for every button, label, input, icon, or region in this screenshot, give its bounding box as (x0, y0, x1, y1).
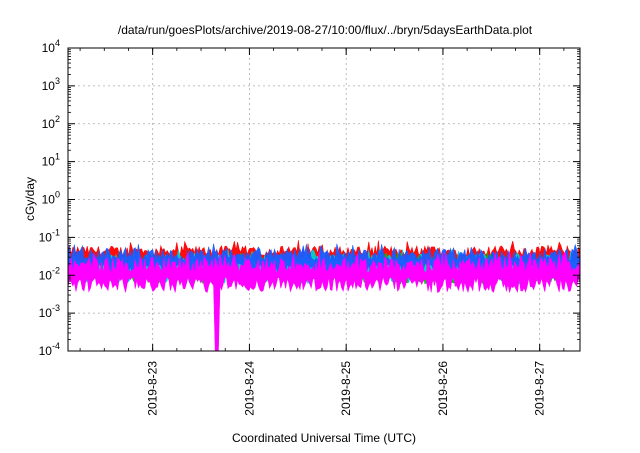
series-layer (67, 240, 581, 352)
y-tick-label: 103 (42, 76, 60, 93)
chart-title: /data/run/goesPlots/archive/2019-08-27/1… (118, 23, 533, 37)
grid (68, 48, 580, 351)
x-tick-label: 2019-8-25 (339, 361, 353, 416)
y-tick-label: 100 (42, 190, 60, 207)
y-tick-label: 10-2 (39, 265, 60, 282)
y-tick-label: 10-3 (39, 303, 60, 320)
x-tick-label: 2019-8-24 (242, 361, 256, 416)
x-axis-ticks: 2019-8-23 2019-8-24 2019-8-25 2019-8-26 2019… (79, 48, 565, 416)
x-axis-label: Coordinated Universal Time (UTC) (232, 431, 416, 445)
x-tick-label: 2019-8-23 (146, 361, 160, 416)
y-tick-label: 10-4 (39, 341, 60, 358)
y-axis-label: cGy/day (23, 177, 37, 221)
y-axis-ticks: 10-4 10-3 10-2 10-1 100 101 102 103 104 (39, 38, 580, 358)
x-tick-label: 2019-8-26 (436, 361, 450, 416)
y-tick-label: 102 (42, 114, 60, 131)
y-tick-label: 10-1 (39, 227, 60, 244)
y-tick-label: 101 (42, 152, 60, 169)
x-tick-label: 2019-8-27 (533, 361, 547, 416)
y-tick-label: 104 (42, 38, 60, 55)
